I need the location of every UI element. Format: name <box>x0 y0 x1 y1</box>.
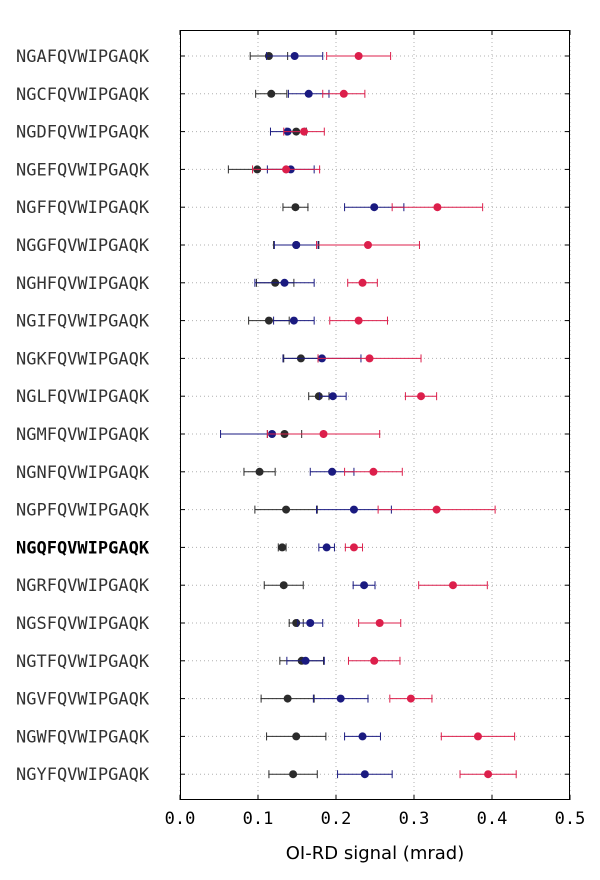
data-point <box>282 505 291 514</box>
category-label: NGVFQVWIPGAQK <box>16 690 150 710</box>
data-point <box>314 392 323 401</box>
data-point <box>279 581 288 590</box>
data-point <box>264 316 273 325</box>
data-point <box>360 770 369 779</box>
data-point <box>339 89 348 98</box>
data-point <box>304 89 313 98</box>
data-point <box>292 241 301 249</box>
x-tick-label: 0.0 <box>165 809 196 829</box>
x-tick-label: 0.5 <box>555 809 586 829</box>
category-label: NGEFQVWIPGAQK <box>16 160 150 180</box>
data-point <box>349 543 358 552</box>
x-tick-label: 0.3 <box>399 809 430 829</box>
data-point <box>358 732 367 741</box>
data-point <box>354 316 363 325</box>
category-label: NGAFQVWIPGAQK <box>16 47 150 67</box>
category-label: NGPFQVWIPGAQK <box>16 501 150 521</box>
data-point <box>289 770 298 779</box>
category-label: NGWFQVWIPGAQK <box>16 727 150 747</box>
category-label: NGHFQVWIPGAQK <box>16 274 150 294</box>
category-label: NGLFQVWIPGAQK <box>16 387 150 407</box>
data-point <box>358 278 367 287</box>
data-point <box>336 694 345 703</box>
x-axis-ticks: 0.0 0.1 0.2 0.3 0.4 0.5 <box>165 30 586 829</box>
data-point <box>283 694 292 703</box>
data-point <box>432 505 441 514</box>
data-point <box>306 619 315 627</box>
y-axis-labels: NGAFQVWIPGAQK NGCFQVWIPGAQK NGDFQVWIPGAQK N… <box>16 47 150 785</box>
plot-frame <box>180 30 570 800</box>
data-point <box>375 619 384 627</box>
data-point <box>255 467 264 476</box>
data-point <box>292 732 301 741</box>
grid-lines <box>179 30 571 800</box>
category-label: NGRFQVWIPGAQK <box>16 576 150 596</box>
category-label: NGCFQVWIPGAQK <box>16 85 150 105</box>
data-point <box>278 543 287 552</box>
data-point <box>290 52 299 60</box>
data-point <box>301 656 310 665</box>
category-label: NGYFQVWIPGAQK <box>16 765 150 785</box>
data-point <box>328 467 337 476</box>
data-point <box>322 543 331 552</box>
data-point <box>349 505 358 514</box>
category-label: NGFFQVWIPGAQK <box>16 198 150 218</box>
x-tick-label: 0.2 <box>321 809 352 829</box>
data-point <box>300 127 309 136</box>
data-point <box>370 656 379 665</box>
data-point <box>369 467 378 476</box>
data-marks <box>220 52 517 779</box>
data-point <box>363 241 372 249</box>
data-point <box>449 581 457 590</box>
category-label: NGGFQVWIPGAQK <box>16 236 150 256</box>
data-point <box>280 278 289 287</box>
data-point <box>282 165 291 174</box>
data-point <box>328 392 337 401</box>
category-label: NGMFQVWIPGAQK <box>16 425 150 445</box>
category-label: NGTFQVWIPGAQK <box>16 652 150 672</box>
data-point <box>354 52 363 60</box>
data-point <box>289 316 298 325</box>
data-point <box>406 694 415 703</box>
data-point <box>291 203 300 212</box>
data-point <box>319 430 328 438</box>
data-point <box>370 203 379 212</box>
category-label: NGNFQVWIPGAQK <box>16 463 150 483</box>
data-point <box>473 732 482 741</box>
x-tick-label: 0.1 <box>243 809 274 829</box>
data-point <box>484 770 493 779</box>
category-label: NGSFQVWIPGAQK <box>16 614 150 634</box>
x-axis-label: OI-RD signal (mrad) <box>286 843 464 864</box>
category-label: NGQFQVWIPGAQK <box>16 538 150 558</box>
data-point <box>267 89 276 98</box>
category-label: NGIFQVWIPGAQK <box>16 312 150 332</box>
data-point <box>365 354 374 363</box>
data-point <box>360 581 369 590</box>
category-label: NGDFQVWIPGAQK <box>16 123 150 143</box>
data-point <box>417 392 426 401</box>
data-point <box>433 203 442 212</box>
x-tick-label: 0.4 <box>477 809 508 829</box>
category-label: NGKFQVWIPGAQK <box>16 349 150 369</box>
